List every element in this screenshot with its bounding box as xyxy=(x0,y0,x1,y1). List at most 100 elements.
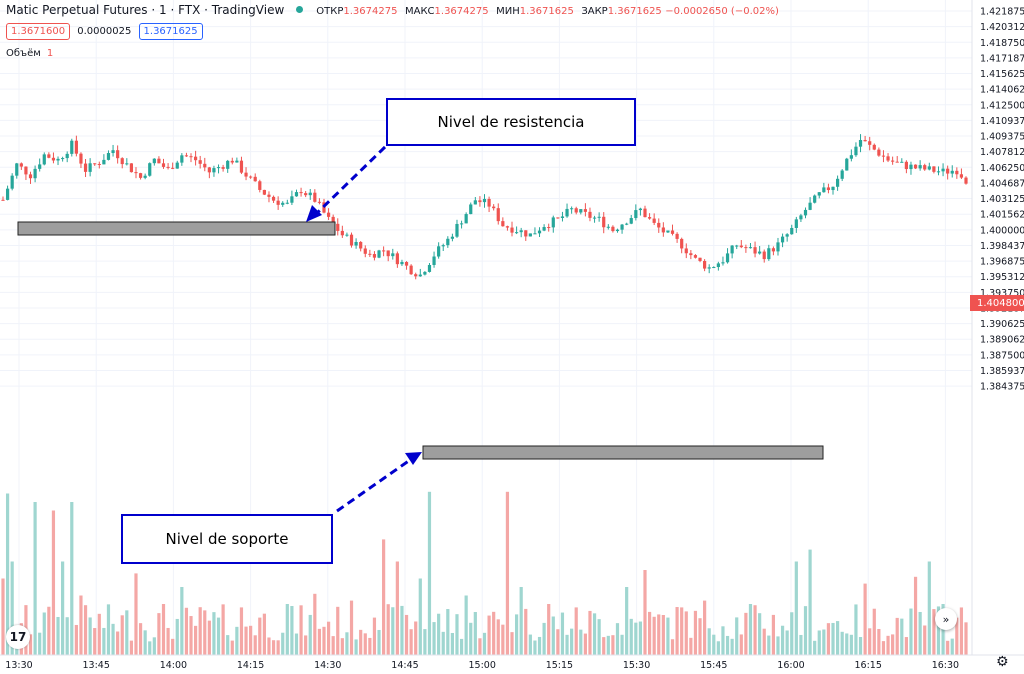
candle-body xyxy=(42,154,46,165)
candle-body xyxy=(730,245,734,254)
volume-bar xyxy=(528,634,532,655)
close-label: ЗАКР xyxy=(581,6,608,17)
price-axis[interactable]: 1.4218750 1.4203125 1.4187500 1.4171875 1.41… xyxy=(980,7,1024,393)
volume-bar xyxy=(657,614,661,655)
volume-bar xyxy=(716,641,720,655)
candle-body xyxy=(579,209,583,213)
volume-bar xyxy=(537,636,542,655)
volume-bar xyxy=(620,634,624,655)
candle-body xyxy=(93,163,97,165)
candle-body xyxy=(615,229,620,232)
support-callout-text: Nivel de soporte xyxy=(165,530,289,548)
chevron-double-right-icon[interactable]: » xyxy=(935,608,957,630)
candle-body xyxy=(161,163,166,167)
volume-bar xyxy=(515,614,519,655)
candle-body xyxy=(950,170,954,174)
volume-bar xyxy=(38,632,42,655)
candle-body xyxy=(721,262,725,264)
volume-bar xyxy=(758,613,762,655)
price-tick-label: 1.3890625 xyxy=(980,335,1024,346)
volume-bar xyxy=(872,608,876,655)
price-tick-label: 1.4218750 xyxy=(980,7,1024,18)
volume-bar xyxy=(285,604,289,655)
candle-body xyxy=(886,156,890,161)
candle-body xyxy=(547,227,551,229)
candle-body xyxy=(611,226,615,232)
candle-body xyxy=(120,158,124,165)
volume-bar xyxy=(661,615,665,655)
volume-bar xyxy=(588,610,592,655)
volume-bar xyxy=(826,623,831,655)
candle-body xyxy=(171,167,175,169)
candle-body xyxy=(528,233,532,237)
volume-bar xyxy=(597,619,601,655)
volume-bar xyxy=(840,631,844,655)
volume-bar xyxy=(391,607,395,655)
price-tick-label: 1.3843750 xyxy=(980,382,1024,393)
candle-body xyxy=(629,218,633,224)
volume-bar xyxy=(386,604,390,655)
volume-bar xyxy=(290,606,294,655)
volume-bar xyxy=(638,621,643,655)
candle-body xyxy=(83,163,88,172)
candle-body xyxy=(24,166,28,175)
time-tick-label: 14:15 xyxy=(237,660,264,671)
candle-body xyxy=(317,201,322,203)
candle-body xyxy=(386,250,390,257)
volume-bar xyxy=(125,610,129,655)
candle-body xyxy=(602,216,606,228)
support-callout: Nivel de soporte xyxy=(121,514,333,564)
candle-body xyxy=(148,163,152,176)
candle-body xyxy=(638,208,643,211)
volume-bar xyxy=(877,628,881,655)
tradingview-logo[interactable]: 17 xyxy=(6,625,30,649)
time-tick-label: 14:00 xyxy=(160,660,187,671)
candle-body xyxy=(826,187,831,191)
volume-bar xyxy=(891,634,895,655)
gear-icon[interactable]: ⚙ xyxy=(996,654,1009,670)
candle-body xyxy=(157,158,161,164)
time-axis[interactable]: 13:30 13:45 14:00 14:15 14:30 14:45 15:00 15:15… xyxy=(5,660,959,671)
resistance-level-band xyxy=(17,221,336,236)
candle-body xyxy=(496,208,500,222)
candle-body xyxy=(858,139,863,147)
volume-bar xyxy=(524,608,528,655)
candle-body xyxy=(808,202,812,210)
volume-bar xyxy=(253,635,257,655)
price-tick-label: 1.4062500 xyxy=(980,163,1024,174)
candle-body xyxy=(244,172,248,177)
candle-body xyxy=(230,160,234,163)
candle-body xyxy=(661,227,665,233)
time-tick-label: 16:30 xyxy=(932,660,959,671)
volume-bar xyxy=(771,614,775,655)
volume-bar xyxy=(817,630,821,655)
candle-body xyxy=(464,214,468,224)
candle-body xyxy=(748,247,753,249)
candle-body xyxy=(904,161,908,170)
price-tick-label: 1.4156250 xyxy=(980,69,1024,80)
candle-body xyxy=(868,141,872,145)
price-tick-label: 1.4031250 xyxy=(980,194,1024,205)
volume-bar xyxy=(349,600,354,655)
volume-bar xyxy=(111,623,115,655)
candle-body xyxy=(368,253,372,255)
volume-bar xyxy=(175,618,179,655)
volume-bar xyxy=(780,625,785,655)
volume-bar xyxy=(437,613,441,655)
candle-body xyxy=(936,171,941,173)
volume-bar xyxy=(235,626,239,655)
volume-bar xyxy=(70,502,74,655)
volume-bar xyxy=(542,622,546,655)
bid-button[interactable]: 1.3671600 xyxy=(6,23,71,40)
candle-body xyxy=(767,248,771,260)
volume-bar xyxy=(83,605,88,655)
volume-bar xyxy=(602,637,606,655)
candle-body xyxy=(560,216,565,218)
volume-bar xyxy=(5,493,10,655)
volume-bar xyxy=(849,634,853,655)
ask-button[interactable]: 1.3671625 xyxy=(138,23,203,40)
grid xyxy=(0,0,972,655)
volume-bar xyxy=(739,634,743,655)
